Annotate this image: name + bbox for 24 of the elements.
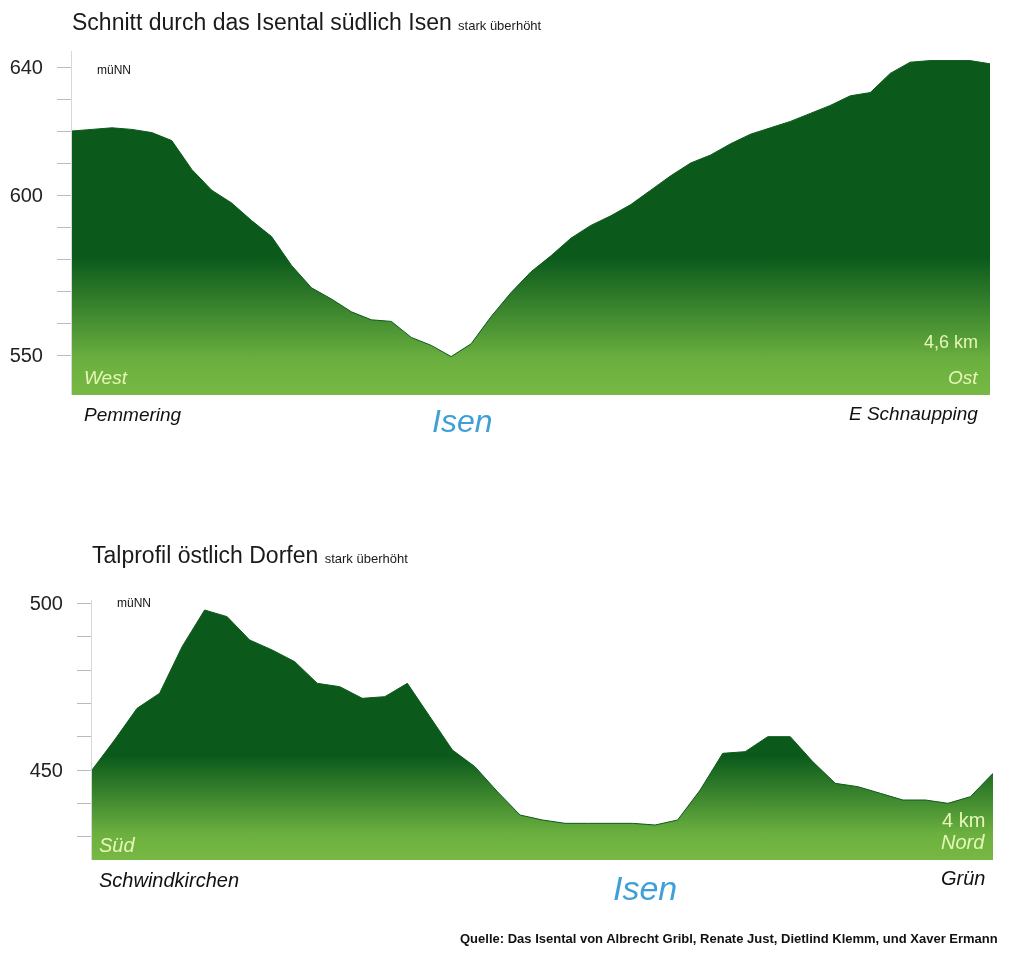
y-tick-label: 450 bbox=[29, 759, 63, 781]
text: Pemmering bbox=[84, 404, 182, 425]
annotation: Ost bbox=[948, 367, 979, 388]
annotation: 4,6 km bbox=[924, 332, 979, 352]
annotation: Nord bbox=[941, 831, 986, 853]
text: Isen bbox=[613, 869, 678, 907]
annotation: müNN bbox=[97, 63, 132, 77]
annotation: Süd bbox=[99, 834, 136, 856]
y-tick-label: 640 bbox=[9, 56, 43, 78]
chart-title: Talprofil östlich Dorfen bbox=[92, 542, 319, 569]
annotation: müNN bbox=[117, 596, 152, 610]
source-note: Quelle: Das Isental von Albrecht Gribl, Renate Just, Dietlind Klemm, und Xaver Ermann bbox=[460, 931, 998, 946]
text: E Schnaupping bbox=[849, 403, 979, 424]
chart-title: Schnitt durch das Isental südlich Isen bbox=[72, 9, 452, 36]
annotation: West bbox=[84, 367, 128, 388]
y-tick-label: 500 bbox=[29, 592, 63, 615]
chart-subtitle: stark überhöht bbox=[324, 551, 409, 567]
y-tick-label: 550 bbox=[9, 344, 43, 366]
text: Schwindkirchen bbox=[99, 869, 240, 891]
text: Grün bbox=[941, 867, 986, 889]
annotation: 4 km bbox=[942, 809, 986, 831]
chart-subtitle: stark überhöht bbox=[458, 18, 542, 34]
text: Isen bbox=[432, 403, 493, 439]
y-tick-label: 600 bbox=[9, 184, 43, 206]
